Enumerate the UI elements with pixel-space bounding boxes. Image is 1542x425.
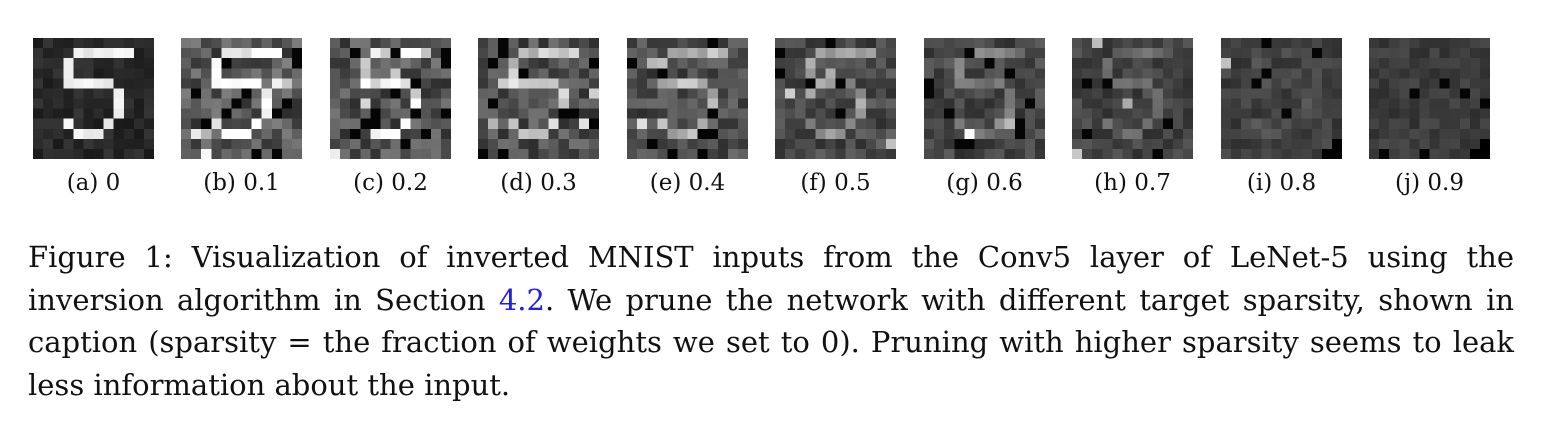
subcaption: (d) 0.3 <box>448 170 629 196</box>
subcaption-sparsity: 0.2 <box>391 170 428 196</box>
subcaption-letter: (e) <box>649 170 682 196</box>
subcaption: (b) 0.1 <box>151 170 332 196</box>
subcaption-sparsity: 0.7 <box>1134 170 1171 196</box>
subcaption: (f) 0.5 <box>745 170 926 196</box>
subcaption-sparsity: 0.8 <box>1279 170 1317 196</box>
caption-text-continued: . We prune the network with different ta… <box>28 282 1515 402</box>
panel-i: (i) 0.8 <box>1221 38 1342 196</box>
subcaption-letter: (d) <box>500 170 533 196</box>
inverted-image <box>330 38 451 159</box>
inverted-image <box>1072 38 1193 159</box>
section-reference-link[interactable]: 4.2 <box>498 282 545 317</box>
inverted-image <box>775 38 896 159</box>
subcaption-letter: (j) <box>1395 170 1421 196</box>
inverted-image <box>33 38 154 159</box>
subcaption: (i) 0.8 <box>1191 170 1372 196</box>
subcaption-letter: (b) <box>203 170 236 196</box>
subcaption-letter: (a) <box>66 170 99 196</box>
subcaption: (j) 0.9 <box>1339 170 1520 196</box>
caption-label: Figure 1: <box>28 240 173 274</box>
subcaption-sparsity: 0.5 <box>834 170 871 196</box>
inverted-image <box>181 38 302 159</box>
caption-text: Visualization of inverted MNIST inputs f… <box>28 240 1515 317</box>
subcaption-sparsity: 0.9 <box>1427 170 1464 196</box>
subcaption-sparsity: 0.4 <box>688 170 726 196</box>
subcaption-letter: (f) <box>800 170 827 196</box>
subcaption-letter: (i) <box>1246 170 1273 196</box>
inverted-image <box>627 38 748 159</box>
subcaption-sparsity: 0.3 <box>540 170 577 196</box>
subcaption: (e) 0.4 <box>597 170 778 196</box>
subcaption-sparsity: 0.6 <box>986 170 1023 196</box>
panel-a: (a) 0 <box>33 38 154 196</box>
panel-h: (h) 0.7 <box>1072 38 1193 196</box>
panel-b: (b) 0.1 <box>181 38 302 196</box>
inverted-image <box>1221 38 1342 159</box>
subcaption: (h) 0.7 <box>1042 170 1223 196</box>
panel-c: (c) 0.2 <box>330 38 451 196</box>
inverted-image <box>478 38 599 159</box>
subcaption-letter: (c) <box>353 170 384 196</box>
subcaption-letter: (h) <box>1094 170 1127 196</box>
inverted-image <box>924 38 1045 159</box>
panel-g: (g) 0.6 <box>924 38 1045 196</box>
subcaption: (c) 0.2 <box>300 170 481 196</box>
panel-f: (f) 0.5 <box>775 38 896 196</box>
panel-d: (d) 0.3 <box>478 38 599 196</box>
figure-panels: (a) 0 (b) 0.1 (c) 0.2 (d) 0.3 (e) 0.4 (f… <box>0 0 1542 210</box>
inverted-image <box>1369 38 1490 159</box>
subcaption: (g) 0.6 <box>894 170 1075 196</box>
subcaption-sparsity: 0 <box>105 170 121 196</box>
subcaption-letter: (g) <box>946 170 979 196</box>
subcaption: (a) 0 <box>3 170 184 196</box>
panel-e: (e) 0.4 <box>627 38 748 196</box>
subcaption-sparsity: 0.1 <box>243 170 280 196</box>
figure-caption: Figure 1: Visualization of inverted MNIS… <box>28 236 1514 406</box>
panel-j: (j) 0.9 <box>1369 38 1490 196</box>
